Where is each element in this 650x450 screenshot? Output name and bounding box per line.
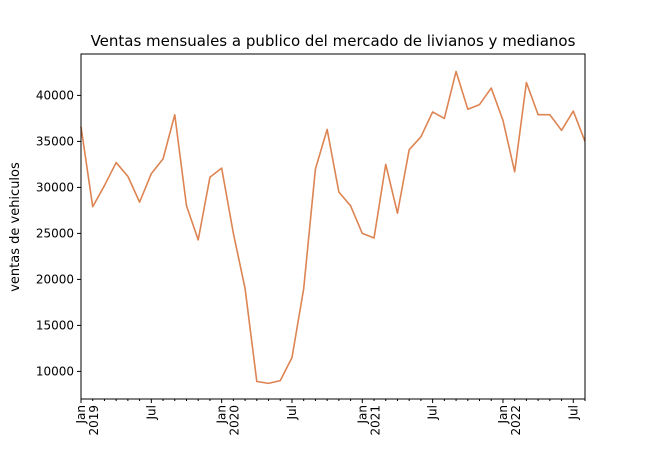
x-tick-label: Jan <box>74 405 88 425</box>
x-tick-year-label: 2021 <box>368 405 382 436</box>
x-tick-year-label: 2020 <box>228 405 242 436</box>
y-tick-label: 35000 <box>36 134 74 148</box>
x-tick-label: Jul <box>285 405 299 420</box>
x-tick-year-label: 2019 <box>87 405 101 436</box>
x-tick-label: Jan <box>215 405 229 425</box>
y-tick-label: 40000 <box>36 88 74 102</box>
y-tick-label: 10000 <box>36 364 74 378</box>
y-tick-label: 15000 <box>36 318 74 332</box>
x-tick-label: Jan <box>355 405 369 425</box>
series-line <box>80 70 586 385</box>
x-tick-year-label: 2022 <box>509 405 523 436</box>
y-tick-label: 20000 <box>36 272 74 286</box>
x-tick-label: Jul <box>426 405 440 420</box>
x-tick-label: Jul <box>144 405 158 420</box>
x-tick-label: Jul <box>566 405 580 420</box>
y-axis-label: ventas de vehiculos <box>8 162 23 292</box>
y-tick-label: 30000 <box>36 180 74 194</box>
x-tick-label: Jan <box>496 405 510 425</box>
chart-title: Ventas mensuales a publico del mercado d… <box>91 32 576 50</box>
y-tick-label: 25000 <box>36 226 74 240</box>
plot-frame <box>80 53 586 400</box>
